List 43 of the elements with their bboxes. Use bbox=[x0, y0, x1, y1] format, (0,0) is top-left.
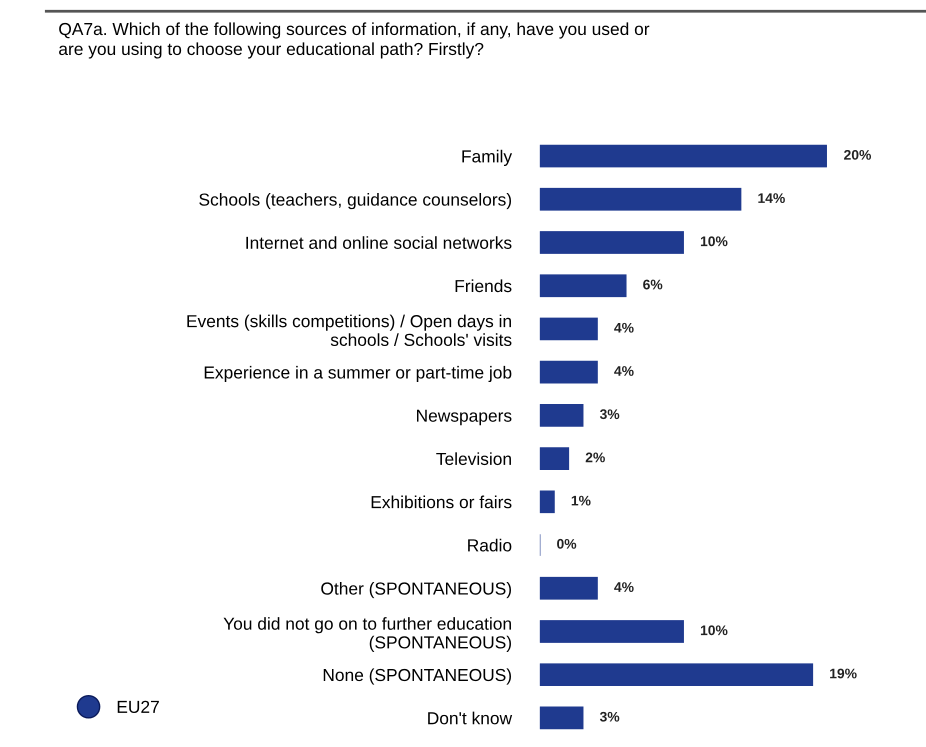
bar bbox=[540, 404, 584, 427]
data-label: 6% bbox=[643, 280, 662, 290]
bar bbox=[540, 620, 684, 643]
y-tick-label: Television bbox=[436, 452, 511, 466]
bar bbox=[540, 490, 555, 514]
y-tick-label: Internet and online social networks bbox=[246, 236, 512, 249]
y-tick-label: Newspapers bbox=[417, 410, 512, 426]
data-label: 19% bbox=[830, 668, 857, 678]
data-label: 20% bbox=[844, 150, 872, 160]
bar bbox=[540, 576, 598, 600]
bar bbox=[540, 360, 598, 384]
y-tick-label: Other (SPONTANEOUS) bbox=[321, 582, 512, 598]
y-tick-label: Experience in a summer or part-time job bbox=[204, 366, 512, 382]
y-tick-label: None (SPONTANEOUS) bbox=[324, 668, 512, 685]
bar bbox=[540, 447, 570, 470]
data-label: 14% bbox=[758, 193, 785, 203]
y-tick-label: Schools (teachers, guidance counselors) bbox=[199, 193, 512, 210]
bar bbox=[540, 188, 742, 211]
y-tick-label: Don't know bbox=[428, 712, 512, 724]
data-label: 4% bbox=[614, 366, 634, 376]
data-label: 0% bbox=[557, 538, 576, 549]
text: QA7a. Which of the following sources of information, if any, have you used or are you using to choose your educational path? Firstly? bbox=[59, 22, 650, 59]
data-label: 2% bbox=[586, 452, 605, 462]
bar bbox=[540, 144, 827, 168]
bar bbox=[540, 318, 598, 340]
y-tick-label: Exhibitions or fairs bbox=[372, 496, 512, 508]
y-tick-label: Events (skills competitions) / Open days in schools / Schools' visits bbox=[187, 314, 512, 346]
bar bbox=[540, 231, 684, 254]
bar bbox=[540, 274, 627, 298]
data-label: 4% bbox=[614, 582, 634, 592]
bar bbox=[540, 706, 584, 730]
data-label: 3% bbox=[600, 409, 620, 420]
y-tick-label: You did not go on to further education (SPONTANEOUS) bbox=[224, 617, 511, 652]
bar bbox=[540, 663, 814, 686]
data-label: 1% bbox=[572, 496, 591, 506]
y-tick-label: Radio bbox=[468, 538, 512, 552]
data-label: 4% bbox=[614, 322, 634, 333]
y-tick-label: Friends bbox=[456, 279, 512, 292]
legend-label: EU27 bbox=[118, 700, 159, 714]
y-tick-label: Family bbox=[462, 150, 512, 166]
data-label: 10% bbox=[700, 236, 728, 246]
data-label: 10% bbox=[700, 625, 728, 636]
data-label: 3% bbox=[600, 712, 620, 722]
